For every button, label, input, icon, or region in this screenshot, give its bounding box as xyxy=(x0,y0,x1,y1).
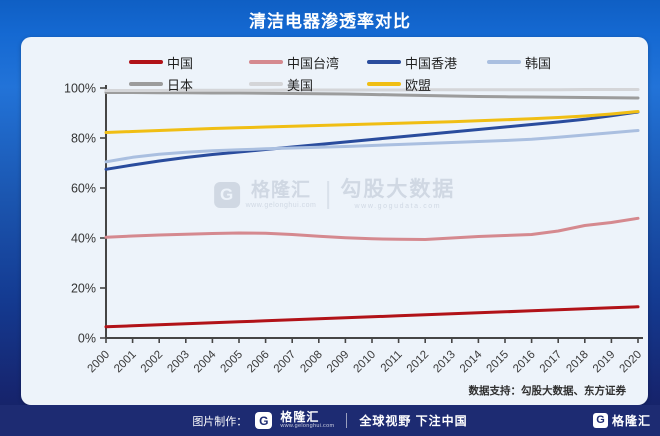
x-tick-label: 2000 xyxy=(86,349,113,376)
y-tick-label: 0% xyxy=(78,332,96,346)
footer-brand-block: 格隆汇 www.gelonghui.com xyxy=(280,411,334,430)
y-tick-label: 60% xyxy=(71,182,96,196)
watermark-brand-url: www.gelonghui.com xyxy=(245,201,317,209)
legend-swatch-icon xyxy=(367,82,401,86)
x-tick-label: 2001 xyxy=(112,349,139,376)
series-line-1 xyxy=(104,216,640,241)
watermark: G 格隆汇 www.gelonghui.com 勾股大数据 www.goguda… xyxy=(213,179,456,210)
data-support-note: 数据支持：勾股大数据、东方证券 xyxy=(468,385,627,397)
legend-label: 欧盟 xyxy=(405,77,432,93)
legend-label: 中国 xyxy=(167,55,194,71)
x-tick-label: 2011 xyxy=(379,349,405,375)
x-tick-label: 2006 xyxy=(245,349,272,376)
x-tick-label: 2009 xyxy=(325,349,352,376)
legend-swatch-icon xyxy=(487,60,521,64)
footer-right-logo-letter: G xyxy=(596,414,605,426)
series-line-4 xyxy=(104,91,640,100)
legend-item-4: 日本 xyxy=(129,76,194,93)
footer-right-brand-name: 格隆汇 xyxy=(611,414,651,428)
x-tick-label: 2004 xyxy=(192,348,219,375)
y-tick-label: 20% xyxy=(71,282,96,296)
legend-item-0: 中国 xyxy=(129,54,194,71)
footer-gelonghui-logo-icon: G xyxy=(255,412,273,429)
y-tick-label: 100% xyxy=(64,82,96,96)
x-tick-label: 2008 xyxy=(298,349,325,376)
logo-letter: G xyxy=(219,185,234,204)
footer-right-logo: G 格隆汇 xyxy=(592,412,651,429)
x-tick-label: 2016 xyxy=(511,349,538,376)
legend-swatch-icon xyxy=(367,60,401,64)
watermark-product-text: 勾股大数据 www.gogudata.com xyxy=(340,179,455,210)
legend-item-3: 韩国 xyxy=(487,54,552,71)
series-line-5 xyxy=(104,88,640,92)
watermark-brand-name: 格隆汇 xyxy=(250,179,312,201)
x-tick-label: 2007 xyxy=(272,349,299,376)
legend-swatch-icon xyxy=(129,82,163,86)
legend-item-1: 中国台湾 xyxy=(249,54,340,71)
x-tick-label: 2017 xyxy=(538,349,565,376)
x-tick-label: 2019 xyxy=(591,349,618,376)
footer-slogan: 全球视野 下注中国 xyxy=(359,414,468,428)
series-line-6 xyxy=(104,110,640,134)
footer-divider xyxy=(346,413,348,428)
chart-svg: 0%20%40%60%80%100%2000 2001 2002 2003 2004 20… xyxy=(64,82,645,376)
chart-card: 0% 20% 40% 60% 80% 100% 2000 2001 2002 2003 2004 20… xyxy=(21,37,648,405)
legend-item-6: 欧盟 xyxy=(367,76,432,93)
x-tick-label: 2018 xyxy=(564,349,591,376)
series-line-0 xyxy=(104,305,640,329)
x-tick-label: 2013 xyxy=(431,349,458,376)
x-tick-label: 2012 xyxy=(405,349,432,376)
legend-label: 韩国 xyxy=(525,55,552,71)
legend-label: 中国台湾 xyxy=(287,55,340,71)
footer-bar: 图片制作： G 格隆汇 www.gelonghui.com 全球视野 下注中国 xyxy=(0,405,660,436)
footer-brand-url: www.gelonghui.com xyxy=(280,423,335,430)
x-tick-label: 2005 xyxy=(219,349,246,376)
x-tick-label: 2020 xyxy=(618,349,645,376)
series-line-2 xyxy=(104,110,640,171)
y-tick-label: 40% xyxy=(71,232,96,246)
legend-label: 日本 xyxy=(167,77,194,93)
x-tick-label: 2003 xyxy=(165,349,192,376)
gelonghui-logo-icon: G xyxy=(213,181,240,208)
page-title: 清洁电器渗透率对比 xyxy=(249,12,411,31)
legend-swatch-icon xyxy=(249,82,283,86)
footer-made-by-label: 图片制作： xyxy=(192,415,248,428)
x-tick-label: 2002 xyxy=(139,349,166,376)
watermark-brand-text: 格隆汇 www.gelonghui.com xyxy=(246,181,317,209)
legend-label: 中国香港 xyxy=(405,55,458,71)
legend-item-5: 美国 xyxy=(249,76,314,93)
chart-legend: 中国 中国台湾 中国香港 韩国日本 美国 欧盟 xyxy=(21,37,648,97)
footer-right-logo-icon: G xyxy=(592,413,608,428)
legend-swatch-icon xyxy=(129,60,163,64)
y-tick-label: 80% xyxy=(71,132,96,146)
legend-swatch-icon xyxy=(249,60,283,64)
legend-label: 美国 xyxy=(287,77,314,93)
watermark-brand: G 格隆汇 www.gelonghui.com xyxy=(213,181,317,209)
x-tick-label: 2015 xyxy=(485,349,512,376)
watermark-divider xyxy=(327,180,330,209)
x-tick-label: 2014 xyxy=(458,348,485,375)
watermark-product-url: www.gogudata.com xyxy=(354,203,442,210)
x-tick-label: 2010 xyxy=(352,349,379,376)
footer-brand-name: 格隆汇 xyxy=(280,410,320,425)
footer-logo-letter: G xyxy=(259,413,269,428)
series-line-3 xyxy=(104,129,640,164)
watermark-product-name: 勾股大数据 xyxy=(340,178,456,201)
legend-item-2: 中国香港 xyxy=(367,54,458,71)
